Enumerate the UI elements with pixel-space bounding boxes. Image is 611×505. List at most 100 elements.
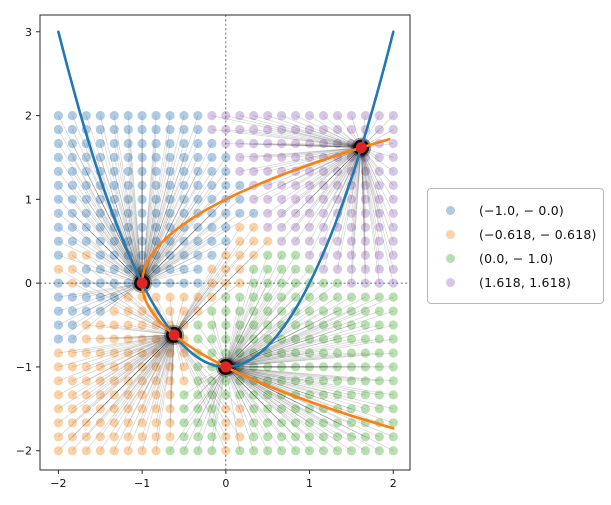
convergence-line <box>225 338 268 368</box>
convergence-line <box>225 366 310 396</box>
convergence-line <box>141 212 241 284</box>
grid-dot <box>207 404 217 414</box>
grid-dot <box>53 418 64 428</box>
grid-dot <box>151 124 161 135</box>
grid-dot <box>137 320 147 330</box>
convergence-line <box>141 227 213 284</box>
grid-dot <box>235 124 245 135</box>
grid-dot <box>179 446 189 456</box>
convergence-line <box>72 334 175 382</box>
convergence-line <box>141 227 171 284</box>
convergence-line <box>225 310 296 368</box>
convergence-line <box>173 282 213 336</box>
grid-dot <box>277 278 287 288</box>
grid-dot <box>123 208 133 218</box>
grid-dot <box>318 446 329 456</box>
y-tick-label: 3 <box>25 26 32 39</box>
grid-dot <box>304 124 315 135</box>
grid-dot <box>193 292 203 302</box>
convergence-line <box>169 334 175 409</box>
grid-dot <box>360 320 370 330</box>
grid-dot <box>67 111 77 121</box>
grid-dot <box>179 208 189 218</box>
convergence-line <box>225 366 296 382</box>
convergence-line <box>225 296 380 368</box>
convergence-line <box>155 334 175 451</box>
grid-dot <box>332 124 343 135</box>
convergence-line <box>72 240 143 284</box>
grid-dot <box>374 180 384 190</box>
grid-dot <box>318 236 329 246</box>
convergence-line <box>225 269 269 368</box>
grid-dot <box>193 306 203 316</box>
grid-dot <box>193 124 203 135</box>
convergence-line <box>309 147 362 228</box>
grid-dot <box>207 446 217 456</box>
convergence-line <box>323 147 362 228</box>
x-tick-label: 1 <box>306 477 313 490</box>
convergence-line <box>72 268 175 336</box>
grid-dot <box>277 264 287 274</box>
grid-dot <box>95 306 105 316</box>
grid-dot <box>165 404 175 414</box>
convergence-line <box>141 334 175 396</box>
grid-dot <box>109 334 119 344</box>
grid-dot <box>137 180 147 190</box>
grid-dot <box>67 208 77 218</box>
convergence-line <box>141 254 213 284</box>
grid-dot <box>151 138 161 149</box>
grid-dot <box>360 222 370 232</box>
convergence-line <box>173 282 227 336</box>
convergence-line <box>113 115 143 284</box>
grid-dot <box>277 194 287 204</box>
convergence-line <box>72 199 143 284</box>
convergence-line <box>211 366 227 423</box>
grid-dot <box>179 348 189 358</box>
grid-dot <box>277 418 287 428</box>
grid-dot <box>360 348 370 358</box>
convergence-line <box>360 147 380 270</box>
grid-dot <box>235 404 245 414</box>
grid-dot <box>304 264 315 274</box>
convergence-line <box>72 282 143 340</box>
grid-dot <box>291 292 301 302</box>
convergence-line <box>141 157 227 284</box>
grid-dot <box>388 124 398 135</box>
grid-dot <box>249 264 259 274</box>
convergence-line <box>225 255 296 368</box>
grid-dot <box>165 390 175 400</box>
convergence-line <box>281 147 362 228</box>
convergence-line <box>86 334 175 382</box>
grid-dot <box>179 292 189 302</box>
convergence-line <box>225 282 269 368</box>
grid-dot <box>318 124 329 135</box>
convergence-line <box>309 143 362 148</box>
convergence-line <box>127 143 143 284</box>
grid-dot <box>53 432 64 442</box>
grid-dot <box>95 320 105 330</box>
grid-dot <box>95 348 105 358</box>
convergence-line <box>225 366 296 451</box>
grid-dot <box>249 362 259 372</box>
convergence-line <box>225 296 255 368</box>
grid-dot <box>291 208 301 218</box>
grid-dot <box>81 278 91 288</box>
grid-dot <box>332 180 343 190</box>
grid-dot <box>95 334 105 344</box>
grid-dot <box>95 376 105 386</box>
convergence-line <box>197 324 227 368</box>
grid-dot <box>95 194 105 204</box>
grid-dot <box>123 152 133 162</box>
grid-dot <box>318 348 329 358</box>
grid-dot <box>109 362 119 372</box>
grid-dot <box>53 362 64 372</box>
grid-dot <box>263 362 273 372</box>
grid-dot <box>53 446 64 456</box>
grid-dot <box>263 292 273 302</box>
convergence-line <box>141 157 157 284</box>
grid-dot <box>137 194 147 204</box>
convergence-line <box>127 129 143 284</box>
convergence-line <box>86 227 143 284</box>
convergence-line <box>127 334 175 368</box>
convergence-line <box>127 334 175 451</box>
